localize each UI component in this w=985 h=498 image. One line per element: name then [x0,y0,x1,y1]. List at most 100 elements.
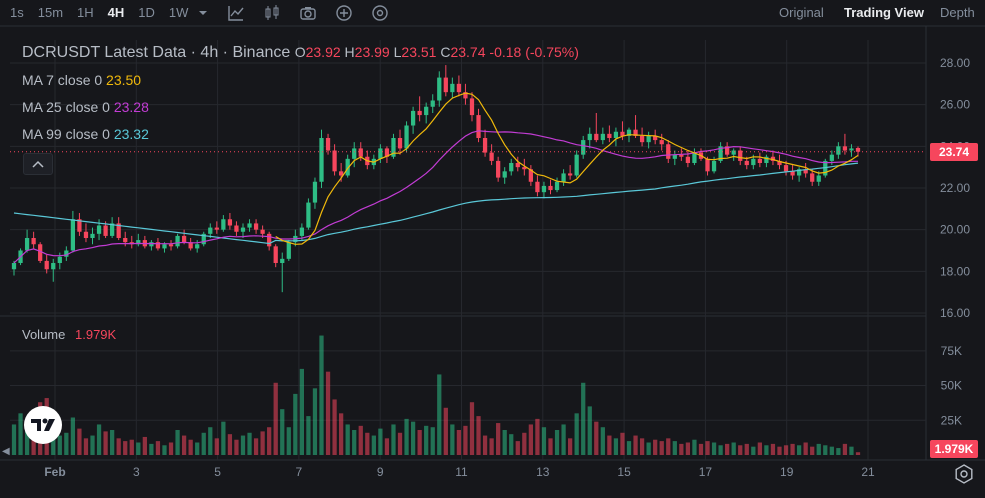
volume-bar [195,442,200,455]
collapse-legend-button[interactable] [23,153,53,175]
candle-body [273,246,278,263]
candle-body [123,238,128,243]
candle-body [666,144,671,159]
candle-body [397,138,403,149]
candle-body [410,110,416,126]
volume-bar [51,427,56,455]
chart-settings-icon[interactable] [953,463,975,485]
candle-body [83,231,89,238]
candle-body [38,244,43,261]
view-original-tab[interactable]: Original [779,5,824,20]
volume-bar [790,443,795,455]
volume-bar [816,443,821,455]
volume-bar [208,427,213,455]
time-tick-label: 19 [780,465,794,479]
volume-bar [181,435,187,455]
price-tick-label: 28.00 [940,56,970,70]
volume-bar [103,431,108,455]
line-chart-icon[interactable] [226,3,246,23]
candle-body [548,185,553,191]
candle-body [155,242,161,249]
candle-body [417,110,422,116]
camera-icon[interactable] [298,3,318,23]
timeframe-1h[interactable]: 1H [77,5,94,20]
change-value: -0.18 [489,44,522,60]
volume-bar [587,406,592,455]
timeframe-1s[interactable]: 1s [10,5,24,20]
candle-body [90,233,95,238]
volume-bar [417,430,422,455]
ma99-line [13,162,859,245]
volume-bar [280,409,285,455]
candle-body [325,138,331,151]
ma7-value: 23.50 [106,72,142,88]
candle-body [450,83,455,93]
ma7-line [275,92,859,245]
volume-bar [836,448,841,455]
settings-circle-icon[interactable] [370,3,390,23]
candle-body [424,106,429,116]
time-tick-label: Feb [44,465,65,479]
volume-bar [273,382,278,455]
candle-body [810,173,815,182]
candle-body [195,244,200,249]
volume-bar [168,442,174,455]
timeframe-1w[interactable]: 1W [168,5,189,20]
volume-bar [11,424,17,455]
view-depth-tab[interactable]: Depth [940,5,975,20]
candle-body [581,140,586,155]
candle-body [639,135,645,143]
candle-body [718,146,723,161]
volume-bar [96,424,102,455]
candle-body [574,154,579,176]
candle-body [299,227,305,236]
candle-body [502,171,507,178]
volume-bar [77,428,82,455]
volume-bar [725,443,730,455]
candle-body [358,148,363,157]
candle-body [855,148,861,152]
timeframe-4h[interactable]: 4H [107,5,125,20]
candle-body [253,223,259,230]
candle-body [240,227,246,232]
volume-bar [496,423,501,455]
volume-bar [319,335,324,455]
candle-body [849,148,854,151]
candle-body [44,260,49,270]
volume-bar [443,407,448,455]
view-tradingview-tab[interactable]: Trading View [844,5,924,20]
volume-bar [685,442,691,455]
candle-body [168,244,174,247]
candlestick-icon[interactable] [262,3,282,23]
timeframe-1d[interactable]: 1D [138,5,155,20]
volume-bar [227,434,233,455]
volume-bar [672,441,677,455]
volume-bar [679,443,684,455]
candle-body [31,238,36,245]
volume-bar [698,443,704,455]
low-value: 23.51 [401,44,437,60]
candle-body [528,169,533,182]
tradingview-logo[interactable] [24,406,62,444]
candle-body [659,140,664,145]
candle-body [280,258,285,263]
candle-body [175,235,180,247]
plus-circle-icon[interactable] [334,3,354,23]
time-tick-label: 13 [536,465,550,479]
scroll-left-icon[interactable]: ◀ [2,446,10,457]
volume-bar [352,430,357,455]
ohlc-values: O23.92 H23.99 L23.51 C23.74 -0.18 (-0.75… [294,44,579,60]
chevron-down-icon[interactable] [193,3,213,23]
volume-bar [247,432,252,455]
volume-bar [110,430,115,455]
candle-body [790,171,795,176]
candle-body [541,185,547,193]
volume-bar [613,438,619,455]
candle-body [685,156,691,163]
volume-bar [646,442,651,455]
candle-body [339,171,344,176]
volume-bar [751,446,756,455]
timeframe-15m[interactable]: 15m [37,5,64,20]
last-price-tag: 23.74 [930,143,978,161]
